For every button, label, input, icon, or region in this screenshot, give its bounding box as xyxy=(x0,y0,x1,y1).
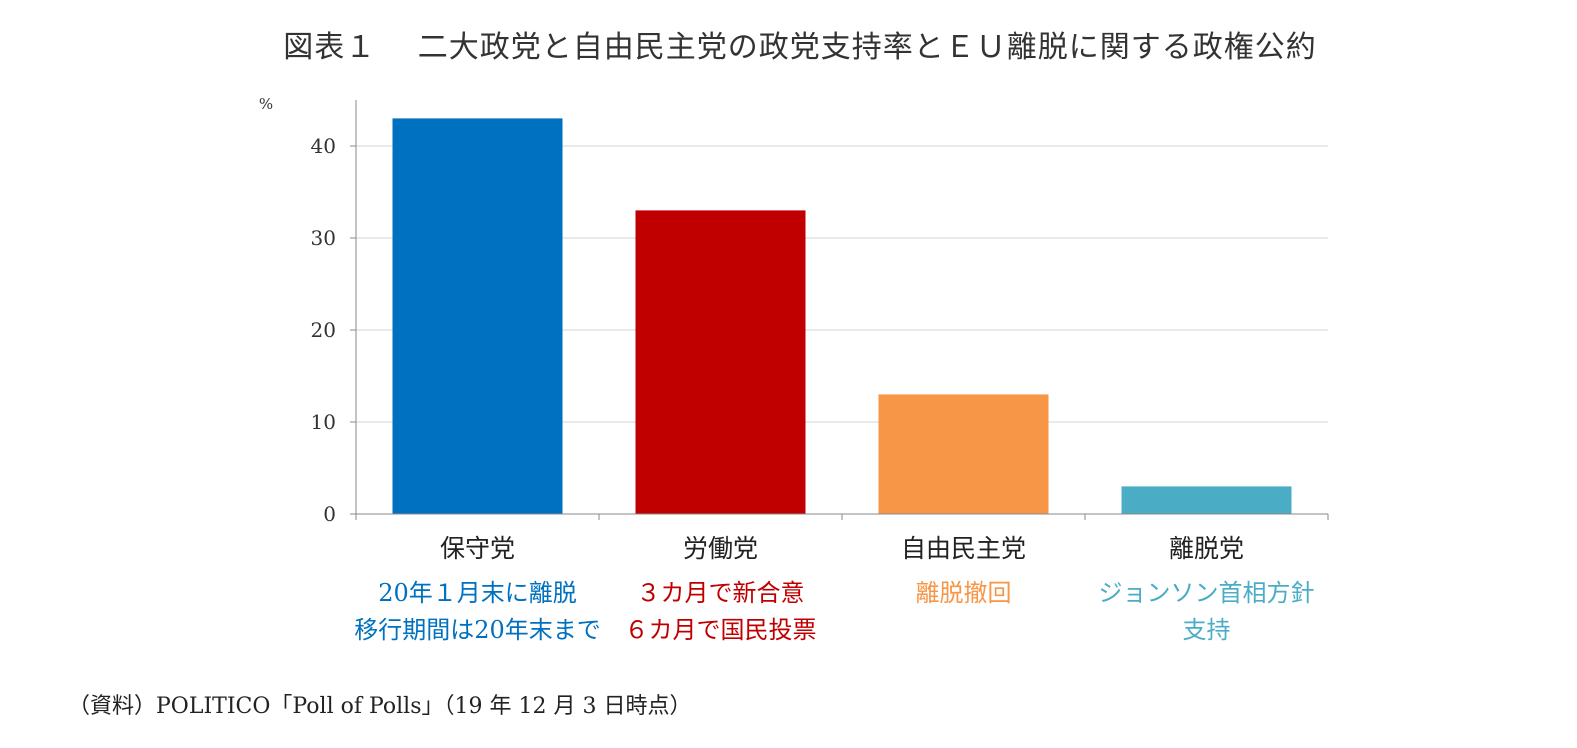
policy-note-1-line-1: 20年１月末に離脱 xyxy=(378,579,577,607)
bar-1 xyxy=(392,118,563,515)
policy-note-4-line-2: 支持 xyxy=(1183,616,1231,644)
axes xyxy=(350,100,1329,520)
bar-3 xyxy=(878,394,1049,514)
chart-title: 図表１ 二大政党と自由民主党の政党支持率とＥＵ離脱に関する政権公約 xyxy=(283,30,1317,65)
policy-note-1-line-2: 移行期間は20年末まで xyxy=(354,616,601,644)
category-label-1: 保守党 xyxy=(440,534,515,563)
y-tick-label-10: 10 xyxy=(311,410,336,434)
bar-4 xyxy=(1121,486,1292,514)
category-label-4: 離脱党 xyxy=(1169,534,1244,563)
bar-2 xyxy=(635,210,806,514)
y-tick-label-20: 20 xyxy=(311,318,336,342)
y-tick-label-0: 0 xyxy=(323,502,336,526)
source-note: （資料）POLITICO「Poll of Polls」（19 年 12 月 3 … xyxy=(68,694,692,719)
y-tick-label-40: 40 xyxy=(311,134,336,158)
y-tick-label-30: 30 xyxy=(311,226,336,250)
policy-note-4-line-1: ジョンソン首相方針 xyxy=(1099,579,1315,607)
y-axis-unit-label: % xyxy=(259,95,273,113)
category-label-2: 労働党 xyxy=(683,534,758,563)
policy-note-3-line-1: 離脱撤回 xyxy=(916,579,1012,607)
category-label-3: 自由民主党 xyxy=(901,534,1026,563)
policy-note-2-line-2: ６カ月で国民投票 xyxy=(625,616,817,644)
bars xyxy=(392,118,1292,515)
policy-note-2-line-1: ３カ月で新合意 xyxy=(637,579,805,607)
